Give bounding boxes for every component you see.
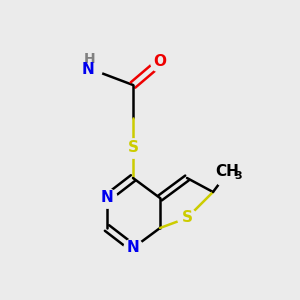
- Text: S: S: [182, 211, 193, 226]
- Text: 3: 3: [234, 171, 242, 181]
- Text: O: O: [154, 55, 166, 70]
- Text: N: N: [82, 61, 94, 76]
- Text: CH: CH: [215, 164, 239, 178]
- Text: N: N: [127, 241, 140, 256]
- Text: N: N: [100, 190, 113, 206]
- Text: S: S: [128, 140, 139, 155]
- Text: H: H: [84, 52, 96, 66]
